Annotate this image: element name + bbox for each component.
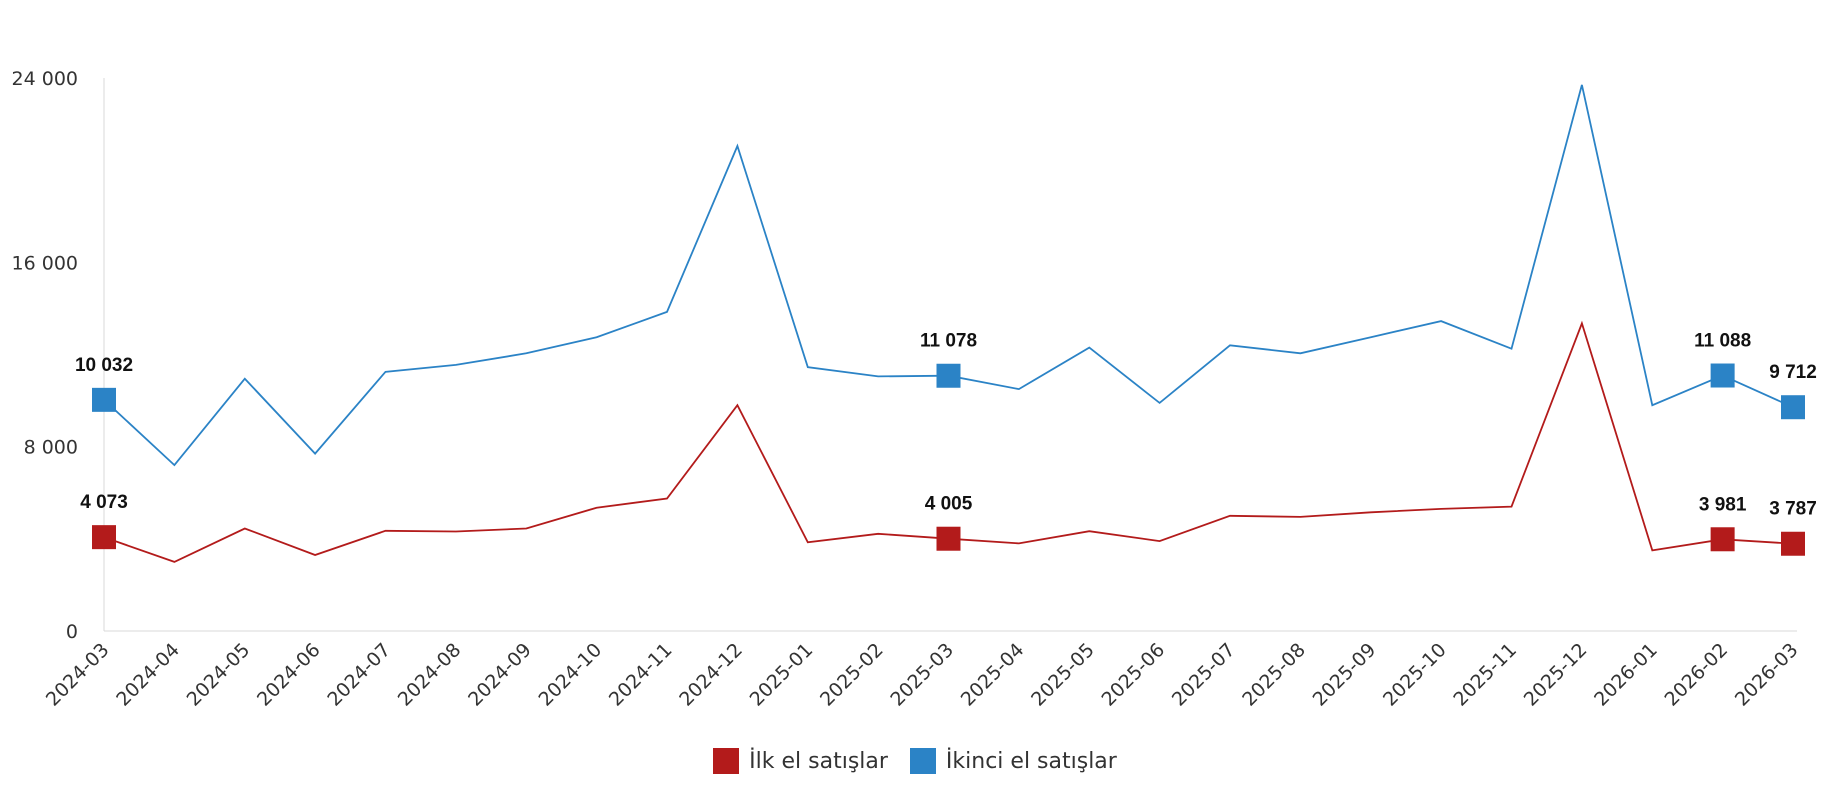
legend-label-second-hand: İkinci el satışlar [945,748,1117,774]
x-tick-label: 2025-05 [1027,639,1099,711]
x-tick-label: 2024-07 [323,639,395,711]
data-label-first-hand: 4 073 [80,492,128,513]
x-tick-label: 2024-12 [675,639,747,711]
x-axis-ticks: 2024-032024-042024-052024-062024-072024-… [42,639,1803,711]
x-tick-label: 2024-10 [534,639,606,711]
data-label-second-hand: 11 088 [1694,331,1751,352]
y-tick-label: 8 000 [24,437,78,459]
x-tick-label: 2025-10 [1379,639,1451,711]
data-marker-first-hand [1710,527,1735,552]
data-marker-first-hand [1781,531,1805,556]
x-tick-label: 2025-06 [1097,639,1169,711]
data-label-second-hand: 11 078 [920,331,977,352]
data-label-first-hand: 4 005 [925,494,973,515]
x-tick-label: 2025-01 [746,639,818,711]
x-tick-label: 2024-04 [112,639,184,711]
x-tick-label: 2025-02 [816,639,888,711]
x-tick-label: 2024-06 [253,639,325,711]
data-label-second-hand: 10 032 [75,355,133,376]
x-tick-label: 2024-11 [605,639,677,711]
legend-label-first-hand: İlk el satışlar [749,748,888,774]
x-tick-label: 2024-09 [464,639,536,711]
x-tick-label: 2025-08 [1238,639,1310,711]
x-tick-label: 2024-05 [183,639,255,711]
legend-item-second-hand[interactable]: İkinci el satışlar [909,748,1117,774]
y-tick-label: 24 000 [12,68,78,90]
legend-swatch-first-hand [713,748,740,774]
data-marker-second-hand [1710,363,1735,388]
x-tick-label: 2025-04 [957,639,1029,711]
data-marker-first-hand [92,525,116,550]
data-marker-second-hand [936,363,961,388]
y-axis-ticks: 0 8 000 16 000 24 000 [12,68,78,643]
x-tick-label: 2026-02 [1660,639,1732,711]
y-tick-label: 16 000 [12,252,78,274]
line-chart: 0 8 000 16 000 24 000 2024-032024-042024-05… [12,68,1817,711]
x-tick-label: 2025-09 [1309,639,1381,711]
x-tick-label: 2025-11 [1449,639,1521,711]
x-tick-label: 2025-07 [1168,639,1240,711]
data-marker-second-hand [92,387,116,412]
series-lines [103,84,1794,563]
y-tick-label: 0 [66,621,78,643]
data-marker-first-hand [936,526,961,551]
x-tick-label: 2025-12 [1520,639,1592,711]
x-tick-label: 2026-03 [1731,639,1803,711]
legend-swatch-second-hand [909,748,936,774]
data-labels: 4 073 4 005 3 981 3 787 10 032 11 078 11 088 9 … [75,331,1817,520]
x-tick-label: 2024-03 [42,639,114,711]
data-marker-second-hand [1781,395,1805,420]
data-label-first-hand: 3 981 [1699,494,1747,515]
legend-item-first-hand[interactable]: İlk el satışlar [713,748,888,774]
x-tick-label: 2025-03 [886,639,958,711]
data-label-first-hand: 3 787 [1769,499,1817,520]
x-tick-label: 2024-08 [394,639,466,711]
series-line-first-hand [103,320,1794,563]
series-line-second-hand [103,84,1794,467]
data-label-second-hand: 9 712 [1769,362,1817,383]
x-tick-label: 2026-01 [1590,639,1662,711]
series-markers [92,363,1805,556]
chart-legend: İlk el satışlar İkinci el satışlar [0,748,1830,774]
